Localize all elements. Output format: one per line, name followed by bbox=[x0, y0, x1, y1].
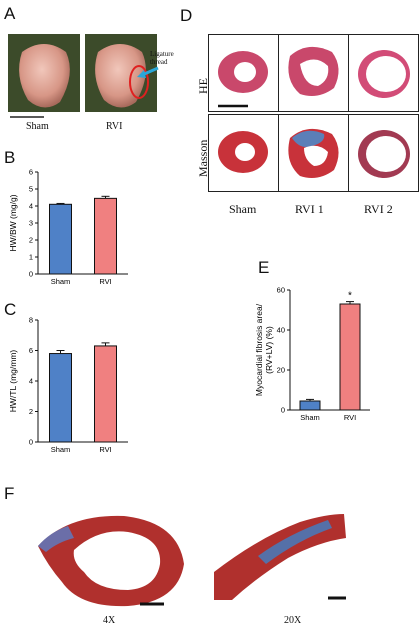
annotation-arrow bbox=[137, 66, 159, 78]
label-20x: 20X bbox=[284, 615, 302, 626]
sham-heart bbox=[19, 44, 70, 108]
y-tick-label: 6 bbox=[29, 346, 33, 355]
masson-sham-section bbox=[218, 131, 268, 173]
he-rvi2-section bbox=[358, 50, 410, 98]
y-tick-label: 4 bbox=[29, 202, 33, 211]
panel-label-e: E bbox=[258, 258, 270, 277]
chart-c: 0 2 4 6 8 Sham RVI HW/TL (mg/mm) bbox=[8, 316, 128, 454]
row-label-he: HE bbox=[196, 78, 210, 94]
bar-rvi bbox=[339, 303, 361, 411]
rvi-photo-label: RVI bbox=[106, 121, 123, 132]
x-tick-label: RVI bbox=[99, 445, 111, 454]
x-tick-label: Sham bbox=[300, 413, 320, 422]
col-label-rvi1: RVI 1 bbox=[295, 202, 324, 216]
y-tick-label: 40 bbox=[277, 326, 285, 335]
col-label-sham: Sham bbox=[229, 202, 257, 216]
label-4x: 4X bbox=[103, 615, 116, 626]
y-tick-label: 2 bbox=[29, 236, 33, 245]
x-tick-label: RVI bbox=[344, 413, 356, 422]
y-axis-label: Myocardial fibrosis area/(RV+LV) (%) bbox=[254, 303, 274, 396]
panel-label-b: B bbox=[4, 148, 16, 167]
x-tick-label: RVI bbox=[99, 277, 111, 286]
f-4x-section bbox=[38, 515, 184, 607]
y-tick-label: 6 bbox=[29, 168, 33, 177]
bar-sham bbox=[49, 353, 72, 443]
y-tick-label: 8 bbox=[29, 316, 33, 325]
masson-rvi2-section bbox=[358, 130, 410, 178]
x-tick-label: Sham bbox=[51, 445, 71, 454]
col-label-rvi2: RVI 2 bbox=[364, 202, 393, 216]
x-tick-label: Sham bbox=[51, 277, 71, 286]
bar-sham bbox=[299, 400, 321, 411]
panel-label-c: C bbox=[4, 300, 17, 319]
y-tick-label: 60 bbox=[277, 286, 285, 295]
ligature-highlight bbox=[129, 65, 149, 99]
chart-b: 0 1 2 3 4 5 6 Sham RVI HW/BW (mg/g) bbox=[8, 168, 128, 286]
panel-d-histology bbox=[208, 34, 419, 192]
y-axis-label-line: Myocardial fibrosis area/ bbox=[254, 303, 264, 396]
panel-label-f: F bbox=[4, 484, 15, 503]
y-tick-label: 20 bbox=[277, 366, 285, 375]
bar-rvi bbox=[94, 197, 117, 275]
y-tick-label: 5 bbox=[29, 185, 33, 194]
y-axis-label-line: (RV+LV) (%) bbox=[264, 326, 274, 374]
panel-label-d: D bbox=[180, 6, 193, 25]
y-tick-label: 2 bbox=[29, 407, 33, 416]
panel-label-a: A bbox=[4, 4, 16, 23]
y-tick-label: 3 bbox=[29, 219, 33, 228]
he-rvi1-section bbox=[288, 46, 339, 96]
significance-star: * bbox=[348, 291, 352, 302]
y-axis-label: HW/TL (mg/mm) bbox=[8, 350, 18, 413]
he-sham-section bbox=[218, 51, 268, 93]
bar-rvi bbox=[94, 345, 117, 443]
y-tick-label: 0 bbox=[281, 406, 285, 415]
he-rvi2-frame bbox=[348, 34, 419, 112]
bar-sham bbox=[49, 203, 72, 275]
y-tick-label: 1 bbox=[29, 253, 33, 262]
ligature-thread-label: Ligature thread bbox=[150, 50, 174, 66]
y-tick-label: 4 bbox=[29, 377, 33, 386]
sham-photo-label: Sham bbox=[26, 121, 49, 132]
rvi-heart bbox=[95, 44, 146, 108]
panel-f-images bbox=[38, 514, 346, 607]
f-20x-section bbox=[214, 514, 346, 600]
row-label-masson: Masson bbox=[196, 139, 210, 177]
y-tick-label: 0 bbox=[29, 438, 33, 447]
y-tick-label: 0 bbox=[29, 270, 33, 279]
masson-rvi1-section bbox=[288, 128, 339, 178]
masson-rvi2-frame bbox=[348, 114, 419, 192]
y-axis-label: HW/BW (mg/g) bbox=[8, 194, 18, 251]
chart-e: 0 20 40 60 Sham RVI * Myocardial fibrosis area/… bbox=[254, 286, 370, 422]
